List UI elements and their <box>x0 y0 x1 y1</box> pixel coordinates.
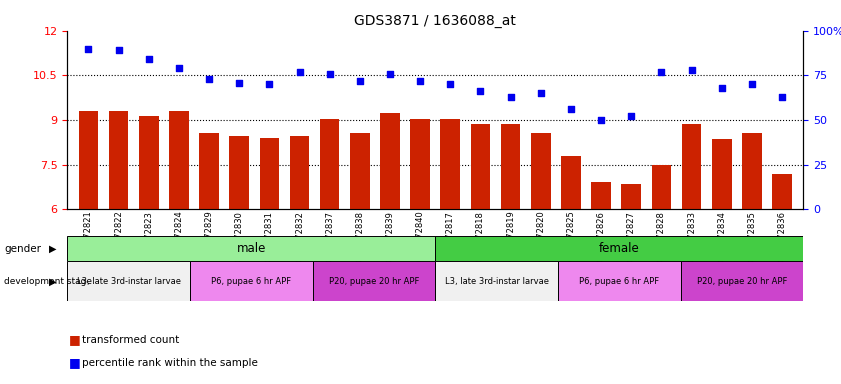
Bar <box>260 138 279 209</box>
Point <box>142 56 156 62</box>
Text: ■: ■ <box>69 333 81 346</box>
Point <box>262 81 276 88</box>
Bar <box>313 261 436 301</box>
Bar <box>742 133 762 209</box>
Bar <box>500 124 521 209</box>
Point <box>383 71 397 77</box>
Bar <box>558 261 680 301</box>
Point <box>534 90 547 96</box>
Point <box>293 69 306 75</box>
Bar <box>441 119 460 209</box>
Point <box>82 46 95 52</box>
Bar <box>682 124 701 209</box>
Bar <box>712 139 732 209</box>
Point <box>414 78 427 84</box>
Point <box>172 65 186 71</box>
Text: L3, late 3rd-instar larvae: L3, late 3rd-instar larvae <box>77 277 181 286</box>
Bar <box>67 236 436 261</box>
Point <box>595 117 608 123</box>
Bar <box>680 261 803 301</box>
Point <box>654 69 668 75</box>
Point <box>203 76 216 82</box>
Bar <box>471 124 490 209</box>
Point <box>625 113 638 119</box>
Bar <box>190 261 313 301</box>
Bar <box>169 111 188 209</box>
Bar <box>320 119 340 209</box>
Text: development stage: development stage <box>4 277 93 286</box>
Point <box>232 79 246 86</box>
Point <box>745 81 759 88</box>
Point <box>504 94 517 100</box>
Bar <box>380 113 399 209</box>
Bar <box>67 261 190 301</box>
Text: female: female <box>599 242 639 255</box>
Bar <box>199 133 219 209</box>
Bar <box>652 165 671 209</box>
Bar <box>139 116 158 209</box>
Text: gender: gender <box>4 244 41 254</box>
Bar <box>591 182 611 209</box>
Point <box>323 71 336 77</box>
Text: ▶: ▶ <box>49 276 56 286</box>
Text: transformed count: transformed count <box>82 335 180 345</box>
Text: ■: ■ <box>69 356 81 369</box>
Bar <box>531 133 551 209</box>
Point <box>443 81 457 88</box>
Bar <box>78 111 98 209</box>
Bar <box>436 236 803 261</box>
Bar <box>621 184 641 209</box>
Point <box>564 106 578 113</box>
Text: P20, pupae 20 hr APF: P20, pupae 20 hr APF <box>696 277 787 286</box>
Point <box>685 67 698 73</box>
Text: P6, pupae 6 hr APF: P6, pupae 6 hr APF <box>579 277 659 286</box>
Text: ▶: ▶ <box>49 244 56 254</box>
Bar <box>561 156 581 209</box>
Text: P20, pupae 20 hr APF: P20, pupae 20 hr APF <box>329 277 419 286</box>
Bar <box>230 136 249 209</box>
Text: L3, late 3rd-instar larvae: L3, late 3rd-instar larvae <box>445 277 548 286</box>
Text: P6, pupae 6 hr APF: P6, pupae 6 hr APF <box>211 277 291 286</box>
Bar <box>289 136 309 209</box>
Point <box>353 78 367 84</box>
Bar <box>350 133 370 209</box>
Text: male: male <box>236 242 266 255</box>
Point <box>775 94 789 100</box>
Title: GDS3871 / 1636088_at: GDS3871 / 1636088_at <box>354 14 516 28</box>
Text: percentile rank within the sample: percentile rank within the sample <box>82 358 258 368</box>
Bar <box>772 174 792 209</box>
Bar <box>410 119 430 209</box>
Bar <box>108 111 129 209</box>
Bar <box>436 261 558 301</box>
Point <box>715 85 728 91</box>
Point <box>112 47 125 53</box>
Point <box>473 88 487 94</box>
